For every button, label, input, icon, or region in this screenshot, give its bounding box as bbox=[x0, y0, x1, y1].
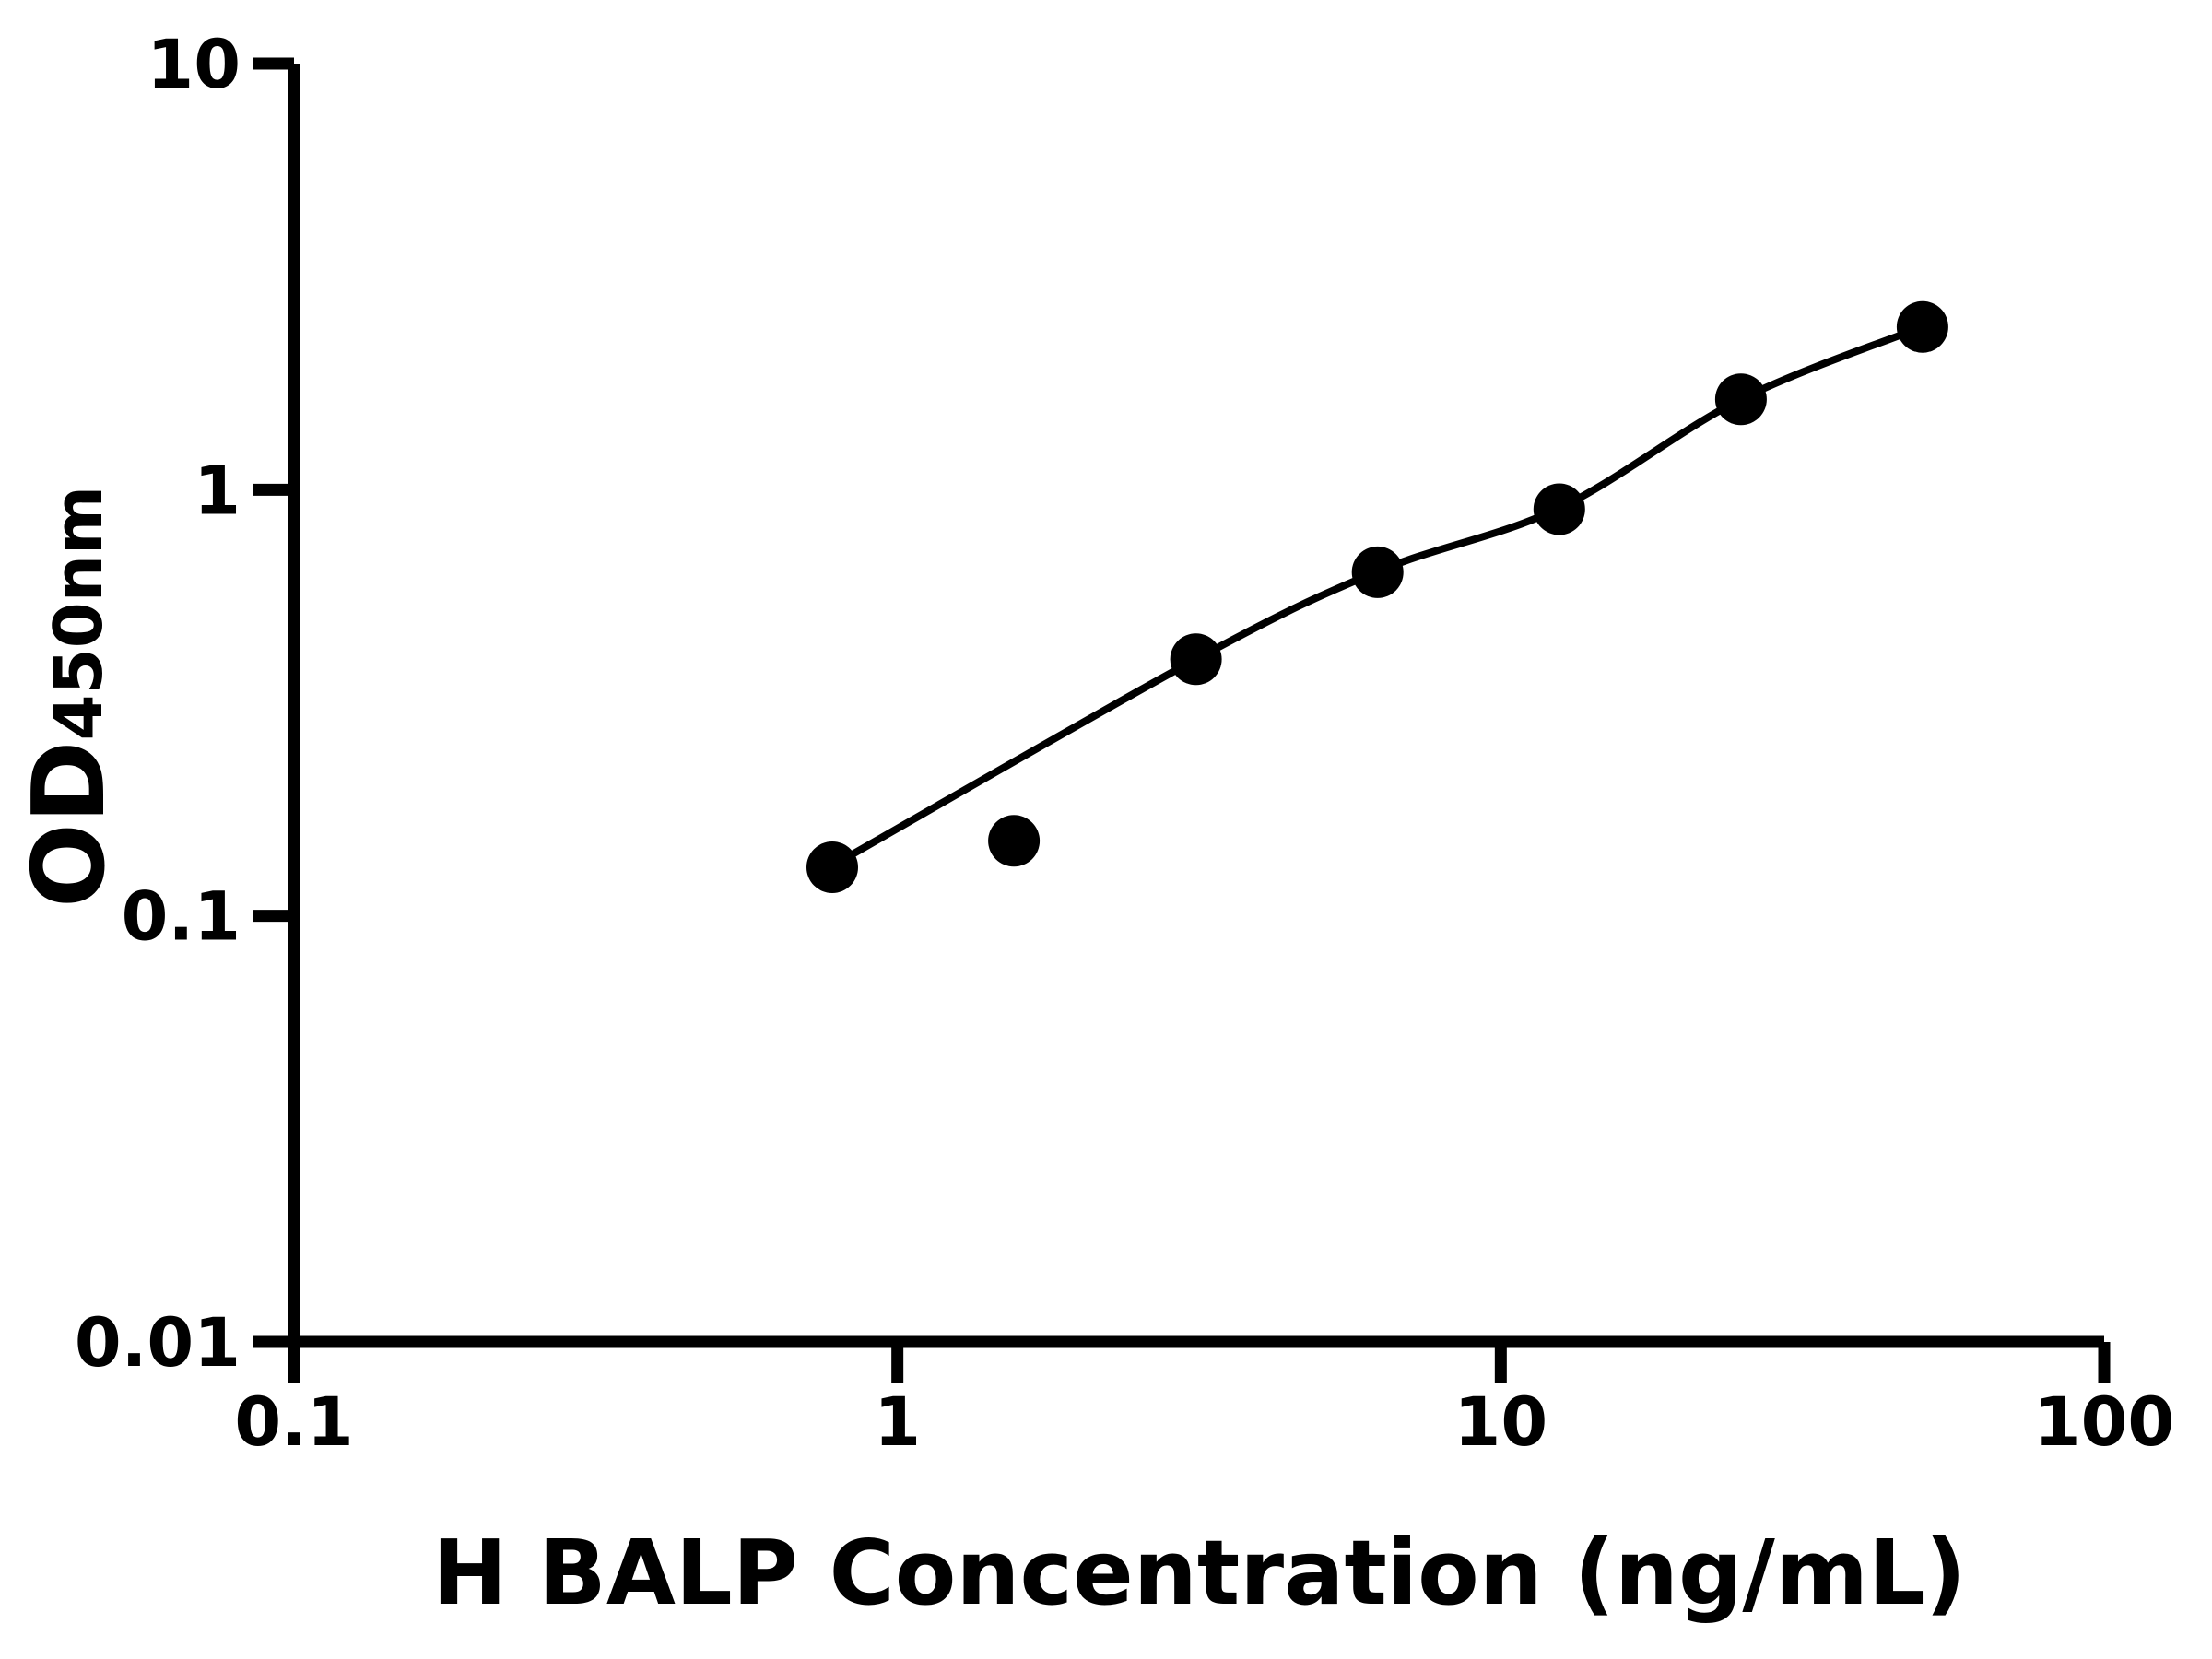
x-axis-title: H BALP Concentration (ng/mL) bbox=[432, 1521, 1966, 1625]
data-point bbox=[1170, 633, 1222, 686]
y-tick-label: 0.01 bbox=[75, 1304, 241, 1382]
data-point bbox=[988, 815, 1041, 867]
axis-ticks bbox=[253, 57, 2111, 1383]
x-tick-label: 1 bbox=[874, 1383, 921, 1462]
y-axis-title: OD450nm bbox=[12, 486, 127, 908]
y-tick-label: 1 bbox=[194, 452, 241, 530]
y-axis-title-main: OD bbox=[12, 741, 127, 908]
x-tick-label: 100 bbox=[2034, 1383, 2174, 1462]
y-tick-label: 10 bbox=[147, 26, 241, 104]
data-points bbox=[806, 300, 1948, 893]
y-tick-label: 0.1 bbox=[122, 878, 241, 957]
data-point bbox=[1714, 373, 1767, 426]
axis-spine bbox=[288, 64, 2104, 1348]
data-point bbox=[1533, 483, 1585, 535]
x-tick-label: 10 bbox=[1454, 1383, 1548, 1462]
data-point bbox=[1351, 546, 1404, 598]
data-point bbox=[1896, 300, 1948, 353]
x-tick-label: 0.1 bbox=[234, 1383, 353, 1462]
y-axis-title-subscript: 450nm bbox=[40, 486, 117, 741]
data-point bbox=[806, 841, 858, 893]
axes bbox=[288, 64, 2104, 1348]
